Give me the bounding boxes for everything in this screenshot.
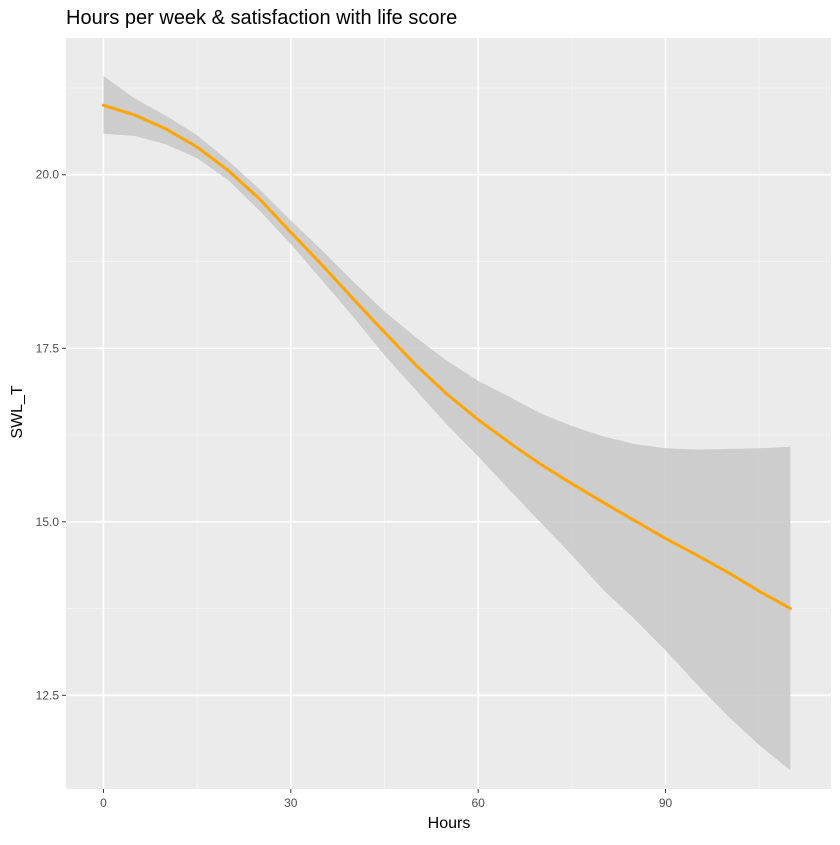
x-axis-title: Hours — [428, 815, 471, 832]
x-tick-label: 90 — [659, 796, 673, 810]
y-tick-label: 17.5 — [36, 341, 60, 355]
confidence-band-layer — [103, 76, 791, 771]
minor-gridlines — [66, 38, 831, 789]
y-tick-label: 20.0 — [36, 168, 60, 182]
chart-title: Hours per week & satisfaction with life … — [66, 7, 457, 29]
y-tick-label: 12.5 — [36, 688, 60, 702]
confidence-band — [103, 76, 791, 771]
y-axis: 12.5 15.0 17.5 20.0 — [36, 168, 66, 702]
fitted-line-layer — [102, 103, 792, 610]
x-tick-label: 60 — [471, 796, 485, 810]
x-tick-label: 30 — [284, 796, 298, 810]
y-tick-label: 15.0 — [36, 515, 60, 529]
x-axis: 0 30 60 90 — [100, 789, 673, 810]
fitted-line — [102, 103, 792, 610]
x-tick-label: 0 — [100, 796, 107, 810]
y-axis-title: SWL_T — [9, 385, 26, 439]
